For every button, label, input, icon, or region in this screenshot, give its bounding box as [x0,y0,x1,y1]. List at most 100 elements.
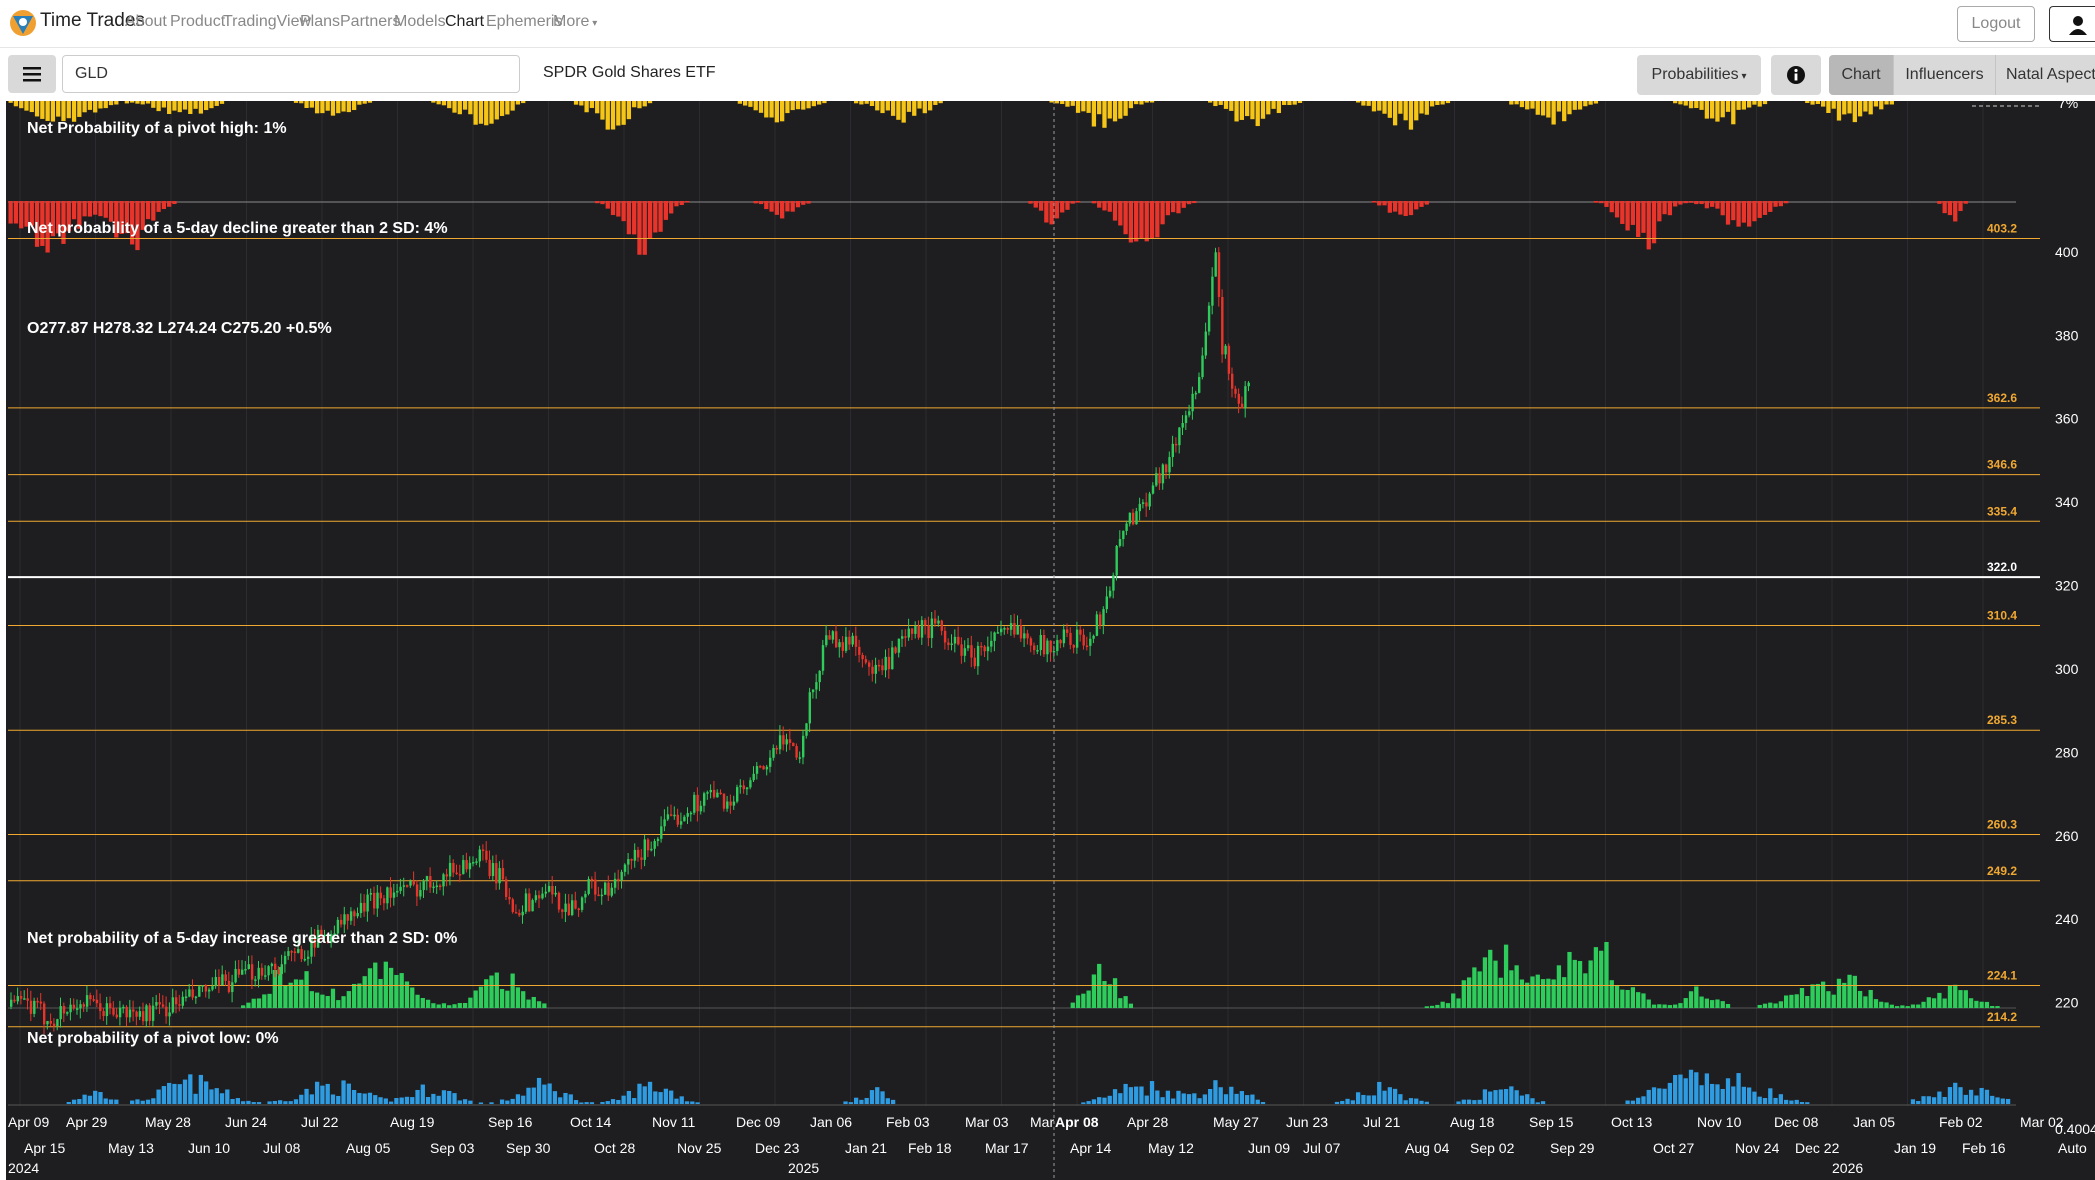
pivot-low-bar [436,1095,441,1104]
decline-bar [1736,201,1741,227]
candle-body [85,995,89,1007]
time-tick-label: Aug 04 [1405,1140,1450,1156]
candle-body [452,862,455,873]
nav-partners[interactable]: Partners [340,13,401,30]
pivot-low-bar [140,1100,145,1104]
increase-bar [1715,999,1720,1008]
decline-bar [1419,201,1424,207]
pivot-high-bar [1710,101,1715,119]
nav-about[interactable]: About [125,13,167,30]
candle-body [660,826,663,839]
tab-chart[interactable]: Chart [1829,55,1893,95]
candle-body [637,849,640,858]
candle-body [742,785,745,790]
pivot-high-bar [1408,101,1414,130]
increase-bar [1863,996,1868,1008]
increase-bar [420,997,425,1008]
pivot-high-bar [600,101,605,120]
pivot-high-bar [1720,101,1725,118]
year-label: 2024 [8,1160,39,1176]
info-button[interactable] [1771,55,1821,95]
candle-body [112,1008,115,1015]
pivot-high-bar [1403,101,1408,121]
candle-body [1207,305,1211,332]
pivot-low-bar [1968,1089,1974,1104]
nav-more[interactable]: More ▾ [553,13,597,31]
price-tick-label: 400 [2055,244,2079,260]
hamburger-menu-button[interactable] [8,55,56,93]
decline-bar [130,201,135,245]
decline-bar [758,201,764,205]
increase-bar [330,988,336,1008]
increase-bar [1514,965,1519,1008]
pivot-low-bar [1424,1101,1429,1104]
pivot-high-bar [1741,101,1747,110]
increase-bar [1081,993,1086,1008]
nav-models[interactable]: Models [394,13,446,30]
pivot-high-bar [1540,101,1546,116]
pivot-high-bar [341,101,346,112]
pivot-high-bar [1292,101,1297,105]
pivot-low-bar [314,1081,320,1104]
pivot-high-bar [1054,101,1060,104]
candle-body [590,878,594,881]
decline-bar [108,201,114,222]
nav-tradingview[interactable]: TradingView [223,13,312,30]
decline-bar [1641,201,1646,233]
pivot-low-bar [193,1093,198,1104]
nav-product[interactable]: Product [170,13,226,30]
decline-bar [1075,201,1081,203]
tab-influencers[interactable]: Influencers [1893,55,1995,95]
pivot-high-bar [1694,101,1699,109]
pivot-high-bar [1530,101,1535,109]
decline-bar [1107,201,1112,212]
pivot-low-bar [1186,1094,1192,1104]
candle-body [468,862,472,870]
candle-body [274,963,277,970]
decline-bar [785,201,790,212]
nav-ephemeris[interactable]: Ephemeris [486,13,563,30]
probability-chart[interactable]: 403.2 362.6 346.6 335.4 322.0 310.4 285.3 260.3… [0,101,2095,1180]
pivot-low-bar [1725,1078,1731,1104]
decline-bar [1371,201,1377,203]
candle-body [1115,545,1118,576]
candle-body [897,638,901,653]
pivot-low-bar [505,1100,510,1104]
probabilities-dropdown[interactable]: Probabilities ▾ [1637,55,1761,95]
logo-icon[interactable] [8,8,38,38]
pivot-high-bar [1562,101,1567,122]
symbol-input[interactable] [62,55,520,93]
pivot-low-bar [875,1087,880,1104]
decline-bar [642,201,647,255]
pivot-low-bar [425,1097,431,1104]
pivot-low-bar [325,1083,330,1104]
probabilities-label: Probabilities [1651,66,1739,83]
nav-plans[interactable]: Plans [300,13,341,30]
increase-bar [336,1000,341,1008]
nav-chart[interactable]: Chart [445,13,485,30]
decline-bar [1752,201,1757,222]
increase-bar [1498,977,1503,1008]
decline-bar [1694,201,1699,205]
chart-area[interactable]: 403.2 362.6 346.6 335.4 322.0 310.4 285.3 260.3… [0,101,2095,1180]
increase-bar [1625,989,1630,1008]
pivot-high-bar [1223,101,1229,109]
pivot-high-bar [1218,101,1223,105]
logout-button[interactable]: Logout [1957,6,2035,42]
pivot-high-bar [494,101,499,120]
decline-bar [1091,201,1097,204]
auto-scale-toggle[interactable]: Auto [2058,1140,2087,1156]
pivot-low-bar [1229,1086,1234,1104]
increase-bar [1493,960,1498,1008]
pivot-high-bar [478,101,484,124]
pivot-high-bar [1572,101,1577,110]
brand-name[interactable]: Time Trades [40,10,145,31]
tab-natal-aspects[interactable]: Natal Aspects [1995,55,2095,95]
user-menu-button[interactable] [2049,6,2095,42]
pivot-high-bar [642,101,647,107]
decline-bar [156,201,161,212]
increase-bar [341,996,346,1008]
candle-body [670,814,673,816]
pivot-low-bar [1953,1082,1958,1104]
candle-body [109,1003,112,1009]
